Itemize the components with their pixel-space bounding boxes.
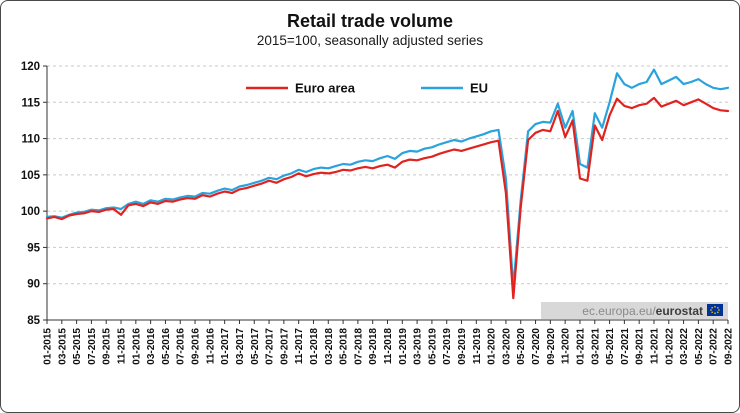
x-tick-label: 09-2022 xyxy=(724,328,735,365)
series-line-eu xyxy=(45,68,730,289)
eu-flag-star xyxy=(717,311,719,314)
chart-title: Retail trade volume xyxy=(286,11,454,31)
eu-flag-star xyxy=(718,309,720,311)
x-tick-label: 05-2017 xyxy=(250,328,261,365)
x-tick-label: 07-2017 xyxy=(265,328,276,365)
legend-label: EU xyxy=(470,81,488,96)
x-tick-label: 09-2015 xyxy=(102,328,113,365)
x-tick-label: 09-2018 xyxy=(368,328,379,365)
y-tick-label: 120 xyxy=(21,61,40,73)
eu-flag-icon xyxy=(707,304,723,316)
x-tick-label: 07-2018 xyxy=(353,328,364,365)
x-tick-label: 11-2016 xyxy=(205,328,216,365)
x-tick-label: 01-2017 xyxy=(220,328,231,365)
x-tick-label: 05-2020 xyxy=(516,328,527,365)
eu-flag-star xyxy=(711,311,713,314)
x-tick-label: 11-2019 xyxy=(472,328,483,365)
x-tick-label: 07-2015 xyxy=(87,328,98,365)
x-tick-label: 01-2022 xyxy=(664,328,675,365)
x-tick-label: 05-2018 xyxy=(339,328,350,365)
x-tick-label: 03-2019 xyxy=(413,328,424,365)
x-tick-label: 07-2019 xyxy=(442,328,453,365)
series-line-euro-area xyxy=(45,96,730,300)
x-tick-label: 09-2019 xyxy=(457,328,468,365)
x-tick-label: 01-2016 xyxy=(131,328,142,365)
x-tick-label: 07-2021 xyxy=(620,328,631,365)
legend-label: Euro area xyxy=(295,81,356,96)
x-tick-label: 05-2019 xyxy=(427,328,438,365)
eu-flag-star xyxy=(717,306,719,309)
x-tick-label: 03-2016 xyxy=(146,328,157,365)
y-tick-label: 90 xyxy=(27,279,40,291)
y-tick-label: 105 xyxy=(21,170,41,182)
x-tick-label: 05-2021 xyxy=(605,328,616,365)
y-tick-label: 115 xyxy=(21,97,40,109)
x-tick-label: 11-2018 xyxy=(383,328,394,365)
eu-flag-star xyxy=(710,309,712,311)
watermark-bg xyxy=(541,302,728,319)
x-tick-label: 07-2016 xyxy=(176,328,187,365)
x-tick-label: 01-2020 xyxy=(487,328,498,365)
x-tick-label: 05-2022 xyxy=(694,328,705,365)
chart-subtitle: 2015=100, seasonally adjusted series xyxy=(256,33,484,48)
x-tick-label: 03-2018 xyxy=(324,328,335,365)
y-tick-label: 100 xyxy=(21,206,40,218)
x-tick-label: 11-2021 xyxy=(649,328,660,365)
x-tick-label: 09-2016 xyxy=(191,328,202,365)
x-tick-label: 07-2020 xyxy=(531,328,542,365)
x-tick-label: 03-2015 xyxy=(57,328,68,365)
x-tick-label: 03-2017 xyxy=(235,328,246,365)
x-tick-label: 07-2022 xyxy=(709,328,720,365)
eu-flag-star xyxy=(714,306,716,308)
x-tick-label: 01-2018 xyxy=(309,328,320,365)
x-tick-label: 03-2020 xyxy=(501,328,512,365)
y-tick-label: 110 xyxy=(21,134,40,146)
x-tick-label: 03-2022 xyxy=(679,328,690,365)
eu-flag-star xyxy=(711,306,713,309)
x-tick-label: 05-2015 xyxy=(72,328,83,365)
y-tick-label: 95 xyxy=(27,242,40,254)
x-tick-label: 01-2015 xyxy=(43,328,54,365)
x-tick-label: 09-2020 xyxy=(546,328,557,365)
chart-svg: 85 90 95 100 105 110 115 120 01-2015 03-2015 05-20… xyxy=(21,61,735,365)
y-tick-label: 85 xyxy=(27,315,40,327)
watermark-text: ec.europa.eu/eurostat xyxy=(582,304,703,318)
eu-flag-star xyxy=(714,312,716,315)
x-tick-label: 01-2019 xyxy=(398,328,409,365)
x-tick-label: 11-2017 xyxy=(294,328,305,365)
x-tick-label: 11-2015 xyxy=(117,328,128,365)
x-tick-label: 03-2021 xyxy=(590,328,601,365)
x-tick-label: 09-2017 xyxy=(279,328,290,365)
x-tick-label: 01-2021 xyxy=(575,328,586,365)
x-tick-label: 05-2016 xyxy=(161,328,172,365)
x-tick-label: 09-2021 xyxy=(635,328,646,365)
x-tick-label: 11-2020 xyxy=(561,328,572,365)
